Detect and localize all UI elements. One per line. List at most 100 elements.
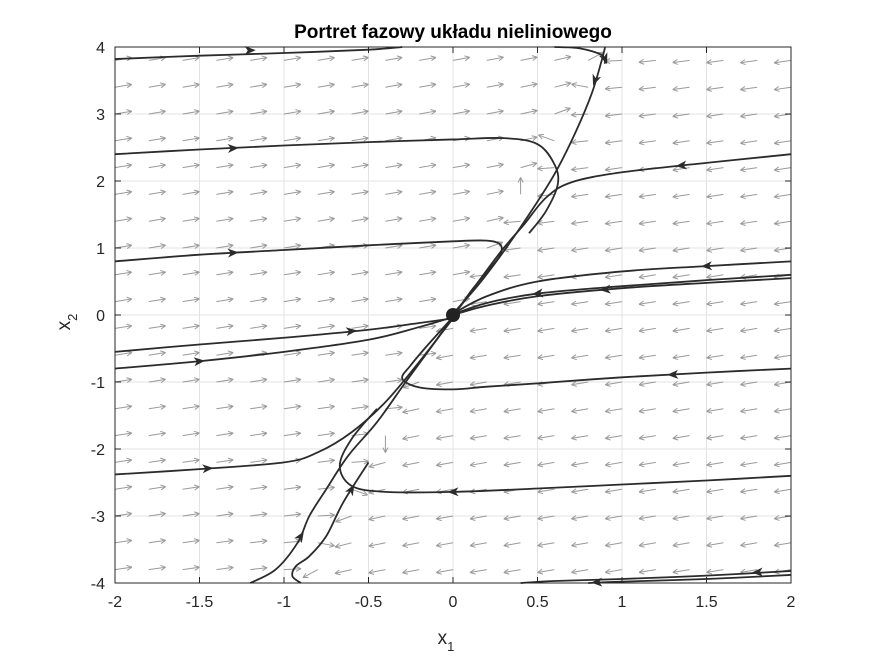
field-arrow [148,217,166,222]
field-arrow [114,486,132,490]
field-arrow [250,513,268,517]
field-arrow-head [740,139,746,146]
field-arrow [351,57,369,61]
field-arrow-head [638,354,645,361]
field-arrow [672,354,690,359]
field-arrow-head [295,189,302,196]
field-arrow-head [295,243,302,249]
field-arrow-head [126,162,133,169]
field-arrow-head [435,408,442,414]
field-arrow-head [604,568,611,575]
field-arrow-head [329,135,335,142]
field-arrow-head [160,538,166,544]
field-arrow-head [773,434,780,441]
field-arrow-head [706,354,713,361]
field-arrow [419,217,437,222]
field-arrow [706,461,724,466]
field-arrow [774,301,792,305]
field-arrow-head [193,296,200,303]
field-arrow-head [537,300,544,307]
field-arrow [351,460,369,463]
x-tick-label: -1 [277,594,291,611]
field-arrow [537,515,555,520]
field-arrow [182,217,200,222]
field-arrow [605,220,623,225]
field-arrow-head [740,220,746,226]
field-arrow-head [638,112,645,119]
field-arrow-head [334,569,341,576]
field-arrow-head [126,109,133,115]
field-arrow [402,569,420,574]
field-arrow-head [126,243,133,249]
field-arrow-head [193,377,200,384]
field-arrow-head [160,430,166,437]
field-arrow-head [261,55,268,62]
field-arrow [114,459,132,463]
field-arrow [503,515,521,520]
field-arrow [774,140,792,144]
field-arrow-head [531,55,538,61]
field-arrow-head [126,457,133,464]
field-arrow [351,405,369,410]
field-arrow-head [227,350,234,357]
field-arrow [317,83,335,88]
field-arrow-head [740,246,746,253]
field-arrow [537,354,555,359]
field-arrow [740,220,758,225]
field-arrow [774,488,792,493]
field-arrow [740,515,758,520]
field-arrow [283,83,301,88]
x-tick-label: 2 [787,594,796,611]
field-arrow-head [402,461,409,468]
field-arrow-head [672,139,679,146]
field-arrow [740,327,758,332]
field-arrow [706,193,724,198]
field-arrow-head [430,269,437,276]
field-arrow [148,459,166,463]
field-arrow-head [773,166,780,173]
field-arrow-head [126,323,133,330]
field-arrow-head [672,407,679,414]
field-arrow [638,381,656,386]
field-arrow-head [329,377,335,384]
field-arrow-head [571,220,577,226]
field-arrow [351,137,369,142]
field-arrow [672,140,690,144]
field-arrow-head [160,216,166,223]
field-arrow-head [227,296,234,303]
field-arrow [503,408,521,413]
field-arrow-head [638,300,645,307]
field-arrow [250,83,268,88]
field-arrow-head [464,108,471,115]
x-axis-title-main: x [438,628,448,649]
field-arrow [317,514,335,517]
field-arrow-head [464,82,471,88]
field-arrow [148,486,166,490]
field-arrow-head [302,572,309,579]
field-arrow [283,405,301,410]
field-arrow [216,459,234,463]
field-arrow-head [402,568,408,575]
field-arrow [216,486,234,490]
field-arrow-head [740,541,746,548]
field-arrow-head [604,327,611,334]
field-arrow [706,354,724,359]
field-arrow [706,542,724,547]
field-arrow-head [193,430,200,437]
field-arrow [182,352,200,356]
field-arrow [638,59,656,63]
field-arrow [638,408,656,413]
field-arrow-head [706,246,713,253]
field-arrow-head [773,327,780,334]
field-arrow [537,488,555,493]
field-arrow [605,113,623,117]
field-arrow [672,515,690,520]
field-arrow-head [773,86,780,92]
trajectory [520,570,792,584]
field-arrow [503,354,521,359]
field-arrow-head [193,323,200,330]
field-arrow [706,301,724,305]
field-arrow [114,566,132,571]
